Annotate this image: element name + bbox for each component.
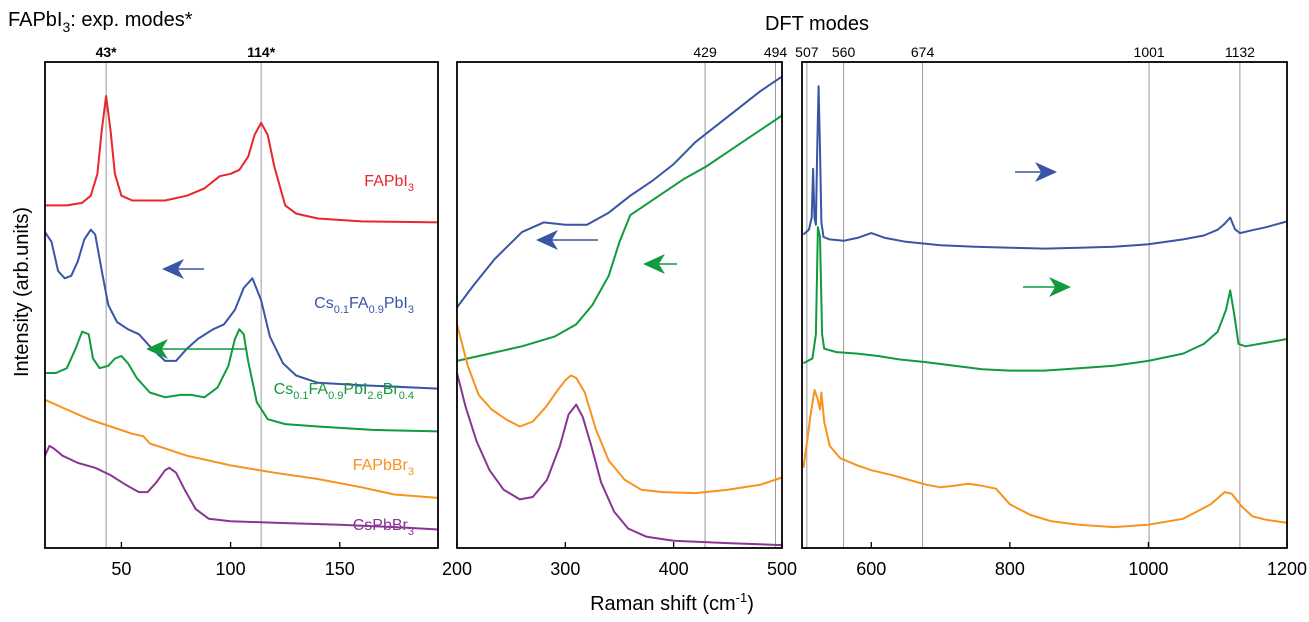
x-tick-label-right-3: 1200 [1267, 559, 1307, 579]
x-tick-label-middle-3: 500 [767, 559, 797, 579]
labels-layer: 43* 114* 50 100 150 FAPbI3 Cs0.1FA0.9PbI3 Cs0.1… [96, 44, 1307, 579]
ticks-layer [120, 542, 1288, 548]
series-line-left-3 [44, 398, 439, 499]
arrow-middle-blue [536, 230, 598, 250]
mode-label-middle-0: 429 [693, 44, 717, 60]
mode-label-right-2: 674 [911, 44, 935, 60]
x-axis-label-close: ) [747, 593, 754, 615]
left-title-rest: : exp. modes* [70, 9, 193, 31]
x-tick-label-right-1: 800 [995, 559, 1025, 579]
mode-label-left-0: 43* [96, 44, 118, 60]
series-line-left-4 [44, 444, 439, 531]
x-tick-label-right-0: 600 [856, 559, 886, 579]
left-title-base: FAPbI [8, 9, 62, 31]
x-tick-label-left-2: 150 [325, 559, 355, 579]
series-label-2: Cs0.1FA0.9PbI2.6Br0.4 [274, 381, 414, 402]
series-line-right-2 [802, 389, 1288, 529]
left-title: FAPbI3: exp. modes* [8, 9, 193, 35]
series-line-middle-2 [456, 324, 783, 495]
mode-label-right-3: 1001 [1134, 44, 1165, 60]
arrow-middle-green [643, 254, 677, 274]
series-layer [44, 75, 1288, 547]
x-axis-label: Raman shift (cm-1) [590, 590, 754, 615]
right-title: DFT modes [765, 13, 869, 35]
y-axis-label: Intensity (arb.units) [11, 207, 33, 377]
x-tick-label-middle-2: 400 [659, 559, 689, 579]
arrow-left-green [146, 339, 246, 359]
arrow-right-blue [1015, 162, 1057, 182]
x-tick-label-middle-1: 300 [550, 559, 580, 579]
x-tick-label-left-0: 50 [111, 559, 131, 579]
mode-label-middle-1: 494 [764, 44, 788, 60]
panel-frame-left [44, 61, 439, 549]
x-axis-label-base: Raman shift (cm [590, 593, 736, 615]
x-tick-label-middle-0: 200 [442, 559, 472, 579]
series-line-middle-1 [456, 114, 783, 362]
series-label-0: FAPbI3 [364, 173, 414, 194]
panel-frame-middle [456, 61, 783, 549]
arrow-right-green [1023, 277, 1071, 297]
series-line-right-1 [802, 226, 1288, 372]
arrow-left-blue [162, 259, 204, 279]
left-title-sub: 3 [62, 19, 70, 35]
mode-label-left-1: 114* [247, 44, 276, 60]
series-line-middle-0 [456, 75, 783, 308]
mode-lines-layer [105, 62, 1241, 548]
x-tick-label-right-2: 1000 [1128, 559, 1168, 579]
series-line-left-1 [44, 228, 439, 390]
series-line-right-0 [802, 85, 1288, 250]
panel-frame-right [801, 61, 1288, 549]
series-line-left-0 [45, 95, 439, 224]
x-tick-label-left-1: 100 [216, 559, 246, 579]
mode-label-right-1: 560 [832, 44, 856, 60]
series-line-middle-3 [456, 372, 783, 547]
arrows-layer [146, 162, 1071, 359]
series-label-3: FAPbBr3 [353, 457, 414, 478]
frames-layer [44, 61, 1288, 549]
mode-label-right-0: 507 [795, 44, 819, 60]
series-label-1: Cs0.1FA0.9PbI3 [314, 295, 414, 316]
series-line-left-2 [45, 328, 439, 433]
x-axis-label-sup: -1 [736, 590, 748, 605]
series-label-4: CsPbBr3 [353, 517, 414, 538]
mode-label-right-4: 1132 [1225, 44, 1255, 60]
